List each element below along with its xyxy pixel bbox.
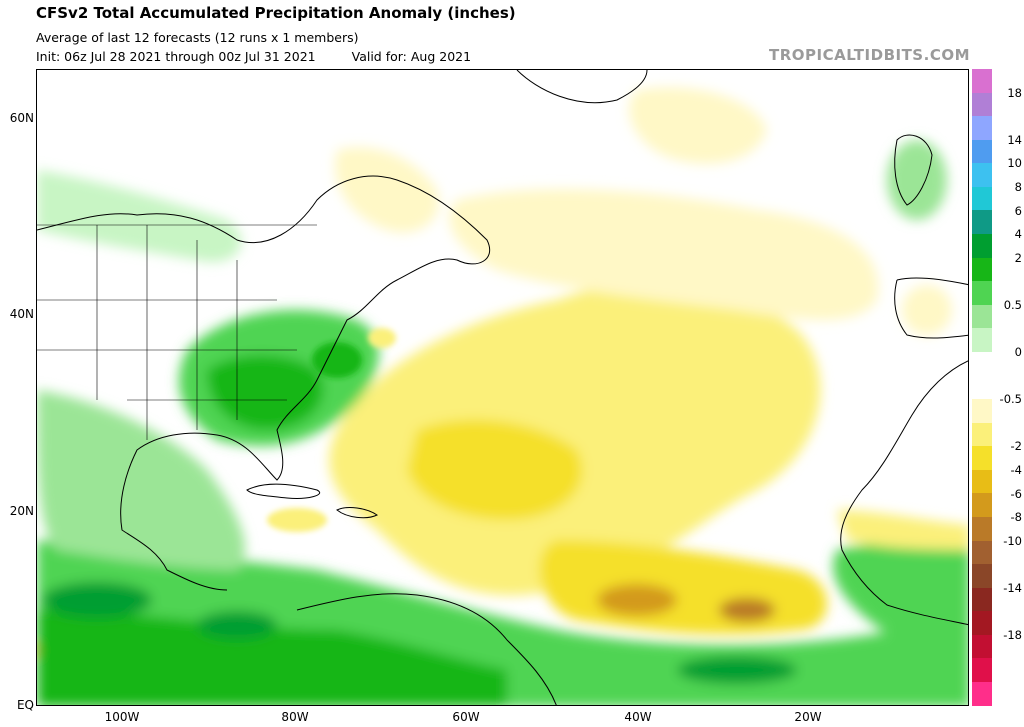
colorbar-segment — [972, 257, 992, 282]
colorbar-tick-label: -18 — [1003, 628, 1022, 643]
coast-greenland — [516, 70, 648, 104]
colorbar-tick-label: 0.5 — [1003, 297, 1022, 312]
colorbar-segment — [972, 493, 992, 517]
colorbar-segment — [972, 658, 992, 683]
coast-cuba — [246, 483, 320, 499]
coast-iberia — [894, 277, 968, 339]
wet-detail-bermuda-ring — [368, 328, 396, 348]
colorbar-tick-label: 0 — [1014, 345, 1022, 360]
colorbar-segment — [972, 139, 992, 164]
dry-detail-caribbean — [267, 508, 327, 532]
dry-spot-iberia — [902, 285, 952, 335]
chart-title: CFSv2 Total Accumulated Precipitation An… — [36, 4, 516, 22]
colorbar-segment — [972, 69, 992, 93]
colorbar-segment — [972, 516, 992, 541]
coast-south-america — [296, 593, 557, 705]
wet-spot-europe — [887, 140, 947, 220]
wet-spot-atlantic-itcz — [677, 656, 797, 684]
lat-label-20n: 20N — [9, 504, 34, 518]
coast-africa — [840, 360, 968, 626]
init-line: Init: 06z Jul 28 2021 through 00z Jul 31… — [36, 49, 471, 64]
colorbar-tick-label: 6 — [1014, 203, 1022, 218]
colorbar-segment — [972, 446, 992, 470]
anomaly-fields — [37, 87, 968, 705]
colorbar-segment — [972, 611, 992, 635]
colorbar-segment — [972, 540, 992, 565]
lon-label-100w: 100W — [104, 710, 140, 724]
colorbar-segment — [972, 682, 992, 706]
colorbar-segment — [972, 304, 992, 329]
colorbar — [972, 69, 992, 706]
colorbar-segment — [972, 163, 992, 187]
colorbar-segment — [972, 234, 992, 258]
colorbar-tick-label: 2 — [1014, 250, 1022, 265]
wet-anomaly-southeast-us — [207, 355, 324, 430]
chart-subtitle: Average of last 12 forecasts (12 runs x … — [36, 30, 359, 45]
valid-text: Valid for: Aug 2021 — [351, 49, 472, 64]
colorbar-tick-label: -14 — [1003, 581, 1022, 596]
dry-anomaly-subtropical — [407, 419, 583, 520]
colorbar-segment — [972, 564, 992, 588]
colorbar-segment — [972, 422, 992, 447]
lon-label-20w: 20W — [794, 710, 822, 724]
colorbar-tick-label: 8 — [1014, 179, 1022, 194]
wet-spot-pacific — [42, 582, 152, 618]
colorbar-tick-label: 18 — [1007, 85, 1022, 100]
colorbar-segment — [972, 328, 992, 352]
colorbar-tick-label: -4 — [1010, 463, 1022, 478]
wet-anomaly-gulf-mexico — [37, 390, 246, 570]
brand-watermark: TROPICALTIDBITS.COM — [769, 46, 970, 64]
colorbar-segment — [972, 116, 992, 140]
wet-anomaly-west-africa — [833, 541, 968, 670]
init-text: Init: 06z Jul 28 2021 through 00z Jul 31… — [36, 49, 316, 64]
dry-anomaly-labrador — [335, 147, 439, 233]
coast-north-america — [37, 175, 491, 591]
colorbar-tick-label: 14 — [1007, 132, 1022, 147]
map-canvas — [37, 70, 968, 705]
colorbar-tick-label: -2 — [1010, 439, 1022, 454]
lat-label-60n: 60N — [9, 111, 34, 125]
dry-spot-a — [597, 584, 677, 616]
colorbar-tick-label: 10 — [1007, 156, 1022, 171]
precip-anomaly-map — [36, 69, 969, 706]
wet-anomaly-pacific-tropics — [37, 610, 507, 705]
colorbar-tick-label: -10 — [1003, 533, 1022, 548]
lon-label-60w: 60W — [452, 710, 480, 724]
coast-hispaniola — [336, 507, 378, 519]
anomaly-detail — [267, 328, 396, 532]
colorbar-tick-label: -0.5 — [999, 392, 1022, 407]
wet-detail-carolinas — [312, 342, 362, 378]
colorbar-tick-label: -8 — [1010, 510, 1022, 525]
colorbar-segment — [972, 351, 992, 376]
lat-label-eq: EQ — [16, 698, 34, 712]
colorbar-segment — [972, 281, 992, 305]
wet-anomaly-north-canada — [37, 170, 242, 262]
dry-spot-b — [719, 598, 775, 622]
colorbar-segment — [972, 587, 992, 612]
dry-anomaly-sahel — [837, 510, 968, 550]
lon-label-80w: 80W — [281, 710, 309, 724]
colorbar-segment — [972, 469, 992, 494]
state-borders — [37, 224, 317, 440]
colorbar-segment — [972, 375, 992, 400]
colorbar-segment — [972, 399, 992, 423]
colorbar-segment — [972, 92, 992, 117]
colorbar-segment — [972, 210, 992, 235]
colorbar-tick-label: -6 — [1010, 486, 1022, 501]
colorbar-segment — [972, 186, 992, 211]
dry-anomaly-greenland-coast — [629, 87, 767, 164]
colorbar-tick-label: 4 — [1014, 227, 1022, 242]
wet-spot-e-pacific — [197, 611, 277, 639]
lon-label-40w: 40W — [624, 710, 652, 724]
lat-label-40n: 40N — [9, 307, 34, 321]
colorbar-segment — [972, 634, 992, 659]
coastlines — [37, 70, 968, 705]
dry-anomaly-central-atlantic — [329, 283, 821, 596]
dry-anomaly-north-atlantic — [449, 189, 879, 320]
coast-british-isles — [894, 134, 933, 206]
